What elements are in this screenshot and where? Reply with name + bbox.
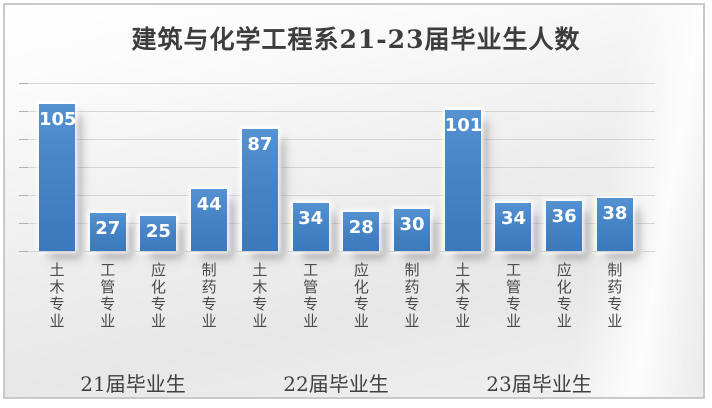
bar: 36 xyxy=(546,200,583,251)
bar: 44 xyxy=(191,189,228,251)
category-label: 制药专业 xyxy=(605,262,624,330)
y-axis-tick xyxy=(19,139,28,140)
bar-value-label: 36 xyxy=(551,205,577,227)
y-axis-tick xyxy=(19,223,28,224)
category-label: 制药专业 xyxy=(199,262,218,330)
category-label: 应化专业 xyxy=(351,262,370,330)
category-label: 土木专业 xyxy=(47,262,66,330)
bar-value-label: 34 xyxy=(500,208,526,230)
bar-value-label: 101 xyxy=(444,114,483,136)
bar: 105 xyxy=(39,104,77,251)
gridline xyxy=(28,223,655,224)
bar: 25 xyxy=(140,216,177,251)
chart-title: 建筑与化学工程系21-23届毕业生人数 xyxy=(131,25,581,54)
bar-value-label: 38 xyxy=(602,202,628,224)
slide-background xyxy=(3,3,705,399)
category-label: 土木专业 xyxy=(453,262,472,330)
gridline xyxy=(28,111,655,112)
bar-value-label: 87 xyxy=(247,134,273,156)
x-axis-line xyxy=(28,251,655,252)
group-label: 21届毕业生 xyxy=(80,372,186,396)
bar-value-label: 28 xyxy=(348,216,374,238)
plot-area: 105 27 25 44 87 34 28 30 101 34 36 38 xyxy=(19,83,655,252)
bar-value-label: 34 xyxy=(298,208,324,230)
y-axis-tick xyxy=(19,251,28,252)
gridline xyxy=(28,167,655,168)
category-label: 制药专业 xyxy=(402,262,421,330)
category-label: 土木专业 xyxy=(250,262,269,330)
y-axis-tick xyxy=(19,195,28,196)
bar-value-label: 30 xyxy=(399,214,425,235)
bar: 87 xyxy=(241,129,278,251)
bar: 38 xyxy=(596,197,633,251)
bar: 34 xyxy=(292,203,329,251)
bar: 30 xyxy=(394,209,431,251)
category-label: 工管专业 xyxy=(503,262,522,330)
gridline xyxy=(28,83,655,84)
bar-value-label: 44 xyxy=(196,194,222,216)
bar: 27 xyxy=(89,213,126,251)
gridline xyxy=(28,195,655,196)
bar-value-label: 27 xyxy=(95,218,121,240)
category-label: 工管专业 xyxy=(301,262,320,330)
bar: 34 xyxy=(495,203,532,251)
bar-value-label: 105 xyxy=(39,109,77,130)
bar-value-label: 25 xyxy=(145,221,171,242)
gridline xyxy=(28,139,655,140)
y-axis-tick xyxy=(19,111,28,112)
group-label: 22届毕业生 xyxy=(283,372,389,396)
y-axis-tick xyxy=(19,83,28,84)
bar: 28 xyxy=(343,211,380,251)
category-label: 应化专业 xyxy=(554,262,573,330)
y-axis-tick xyxy=(19,167,28,168)
category-label: 应化专业 xyxy=(148,262,167,330)
bar: 101 xyxy=(444,109,483,251)
category-label: 工管专业 xyxy=(98,262,117,330)
group-label: 23届毕业生 xyxy=(486,372,592,396)
